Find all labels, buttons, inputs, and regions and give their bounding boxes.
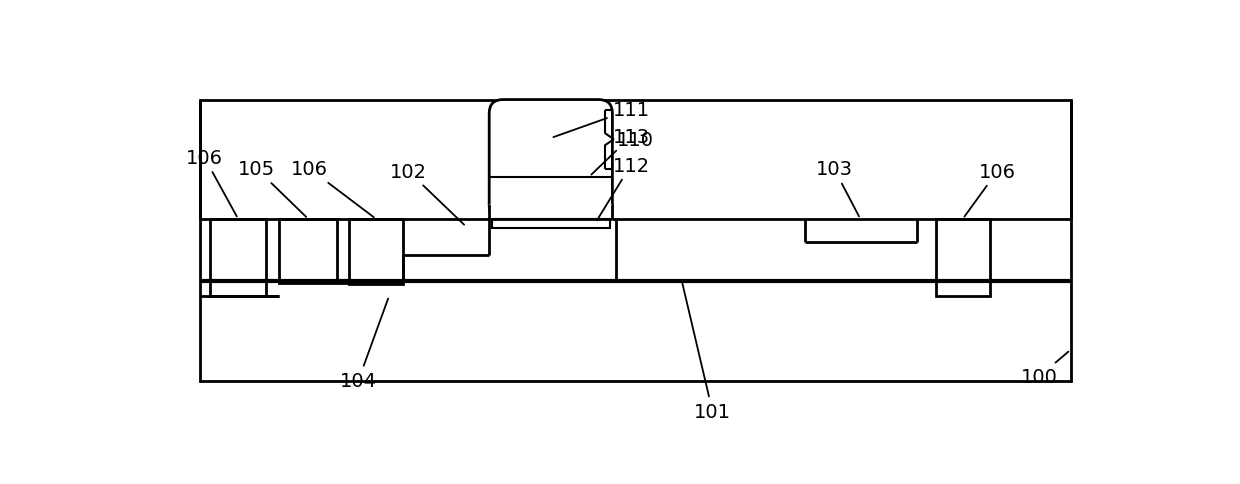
- Text: 102: 102: [389, 162, 464, 225]
- Bar: [490, 204, 613, 221]
- Bar: [350, 219, 403, 285]
- Bar: [201, 100, 1070, 381]
- Text: 106: 106: [291, 160, 373, 218]
- Text: 112: 112: [596, 156, 650, 221]
- FancyBboxPatch shape: [490, 100, 613, 219]
- Text: 110: 110: [618, 130, 653, 150]
- Text: 111: 111: [553, 101, 650, 138]
- Bar: [936, 219, 990, 296]
- Text: 100: 100: [1021, 352, 1069, 386]
- Text: 106: 106: [186, 149, 237, 217]
- Text: 104: 104: [340, 299, 388, 390]
- Bar: [279, 219, 337, 283]
- Bar: [491, 219, 610, 228]
- Bar: [211, 219, 265, 296]
- Text: 106: 106: [965, 162, 1016, 217]
- Text: 101: 101: [682, 284, 732, 421]
- Text: 105: 105: [238, 160, 306, 217]
- Text: 113: 113: [591, 128, 650, 175]
- Text: 103: 103: [816, 160, 859, 217]
